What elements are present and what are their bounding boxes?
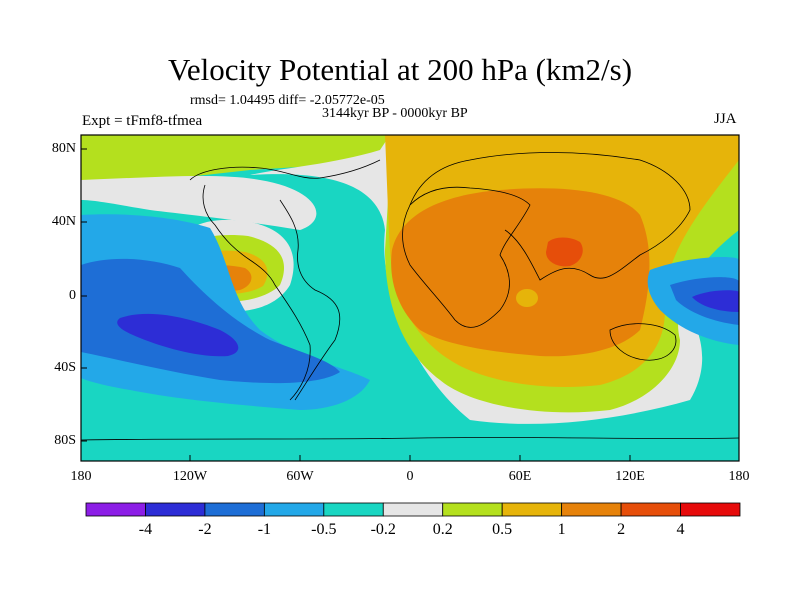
contour-pacific-negative-2 [117, 313, 239, 357]
colorbar-label: 4 [676, 521, 685, 538]
coastlines [81, 152, 739, 441]
lon-label-60e: 60E [508, 469, 532, 484]
season-label: JJA [714, 111, 737, 127]
colorbar-swatch [323, 502, 384, 517]
contour-wpac-negative-2 [692, 290, 739, 312]
colorbar-swatch [680, 502, 741, 517]
experiment-label: Expt = tFmf8-tfmea [82, 113, 203, 129]
colorbar-swatch [561, 502, 622, 517]
lat-label-40s: 40S [54, 360, 76, 375]
lat-label-0: 0 [69, 288, 76, 303]
lon-label-120w: 120W [172, 469, 208, 484]
contour-field [81, 135, 739, 461]
colorbar-label: -0.2 [370, 521, 396, 538]
colorbar-label: -0.5 [311, 521, 337, 538]
map-title: Velocity Potential at 200 hPa (km2/s) [167, 52, 633, 87]
contour-positive-2-peak [546, 237, 583, 267]
lon-label-120e: 120E [615, 469, 645, 484]
coast-americas-east [279, 199, 341, 401]
colorbar-swatch [620, 502, 681, 517]
coast-africa [402, 186, 531, 328]
lat-label-40n: 40N [51, 214, 76, 229]
colorbar-label: -4 [138, 521, 153, 538]
colorbar-swatch [145, 502, 206, 517]
colorbar-swatch [501, 502, 563, 517]
colorbar-swatch [263, 502, 325, 517]
lon-label-60w: 60W [286, 469, 314, 484]
coast-australia [609, 323, 677, 361]
coast-antarctica [81, 437, 739, 441]
coast-eurasia [409, 152, 691, 281]
colorbar-swatch [204, 502, 265, 517]
lon-label-180e: 180 [728, 469, 750, 484]
lon-label-180w: 180 [70, 469, 92, 484]
coast-north-america-arctic [189, 159, 381, 181]
contour-positive-1 [391, 188, 650, 357]
contour-near-zero-north-pacific [81, 175, 317, 230]
rmsd-diff-stats: rmsd= 1.04495 diff= -2.05772e-05 [190, 93, 385, 108]
colorbar [85, 502, 741, 517]
colorbar-label: -2 [198, 521, 212, 538]
contour-positive-0.5-island [516, 289, 538, 307]
colorbar-label: 0.5 [492, 521, 513, 538]
colorbar-swatch [382, 502, 444, 517]
contour-pacific-negative-1 [81, 258, 340, 384]
lat-label-80s: 80S [54, 433, 76, 448]
period-label: 3144kyr BP - 0000kyr BP [322, 106, 468, 121]
colorbar-swatch [442, 502, 503, 517]
colorbar-label: 2 [617, 521, 626, 538]
lon-label-0: 0 [406, 469, 414, 484]
coast-americas-west [202, 184, 311, 401]
colorbar-swatch [85, 502, 146, 517]
lat-ticks [81, 148, 87, 442]
colorbar-label: -1 [257, 521, 272, 538]
colorbar-label: 0.2 [432, 521, 453, 538]
colorbar-label: 1 [557, 521, 566, 538]
lon-ticks [189, 455, 631, 461]
lat-label-80n: 80N [51, 141, 76, 156]
